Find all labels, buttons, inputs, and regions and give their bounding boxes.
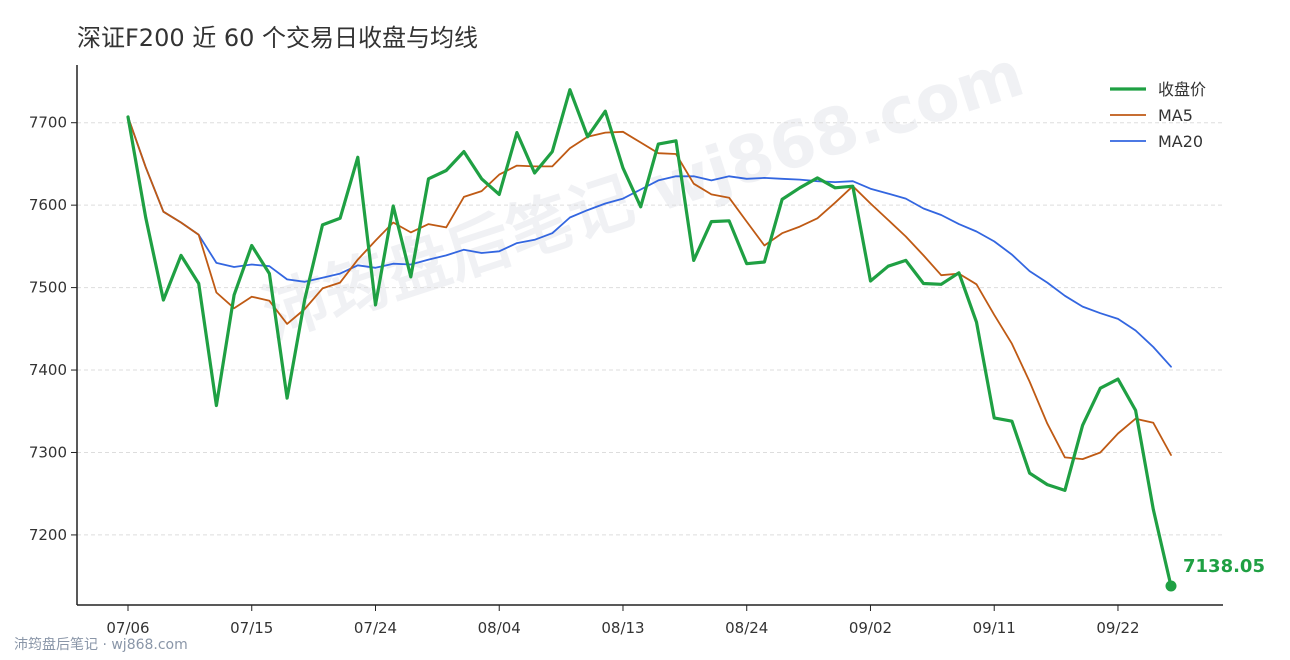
last-close-marker bbox=[1165, 580, 1177, 592]
watermark-bottom: 沛筠盘后笔记 · wj868.com bbox=[14, 637, 188, 653]
x-tick-label: 07/06 bbox=[106, 619, 149, 637]
y-tick-label: 7500 bbox=[29, 279, 67, 297]
series-layer bbox=[126, 88, 1173, 588]
y-tick-label: 7700 bbox=[29, 114, 67, 132]
grid-layer bbox=[77, 122, 1223, 536]
annotation-layer: 7138.05 bbox=[1165, 556, 1265, 592]
x-tick-label: 08/04 bbox=[478, 619, 521, 637]
chart-title: 深证F200 近 60 个交易日收盘与均线 bbox=[77, 24, 479, 52]
x-tick-label: 09/11 bbox=[973, 619, 1016, 637]
x-tick-label: 07/15 bbox=[230, 619, 273, 637]
y-tick-label: 7300 bbox=[29, 443, 67, 461]
last-close-label: 7138.05 bbox=[1183, 556, 1265, 577]
legend: 收盘价 MA5 MA20 bbox=[1110, 80, 1206, 151]
axes-layer: 7200 7300 7400 7500 7600 7700 07/06 07/15 07/24 0… bbox=[29, 65, 1223, 637]
x-tick-label: 09/02 bbox=[849, 619, 892, 637]
legend-label-ma5: MA5 bbox=[1158, 106, 1193, 125]
series-line-close bbox=[126, 88, 1173, 588]
x-tick-label: 09/22 bbox=[1096, 619, 1139, 637]
series-line-ma20 bbox=[127, 116, 1172, 368]
legend-label-ma20: MA20 bbox=[1158, 132, 1203, 151]
x-tick-label: 07/24 bbox=[354, 619, 397, 637]
legend-label-close: 收盘价 bbox=[1158, 80, 1206, 99]
x-tick-label: 08/24 bbox=[725, 619, 768, 637]
y-tick-label: 7200 bbox=[29, 526, 67, 544]
y-tick-label: 7400 bbox=[29, 361, 67, 379]
y-tick-label: 7600 bbox=[29, 196, 67, 214]
x-tick-label: 08/13 bbox=[601, 619, 644, 637]
